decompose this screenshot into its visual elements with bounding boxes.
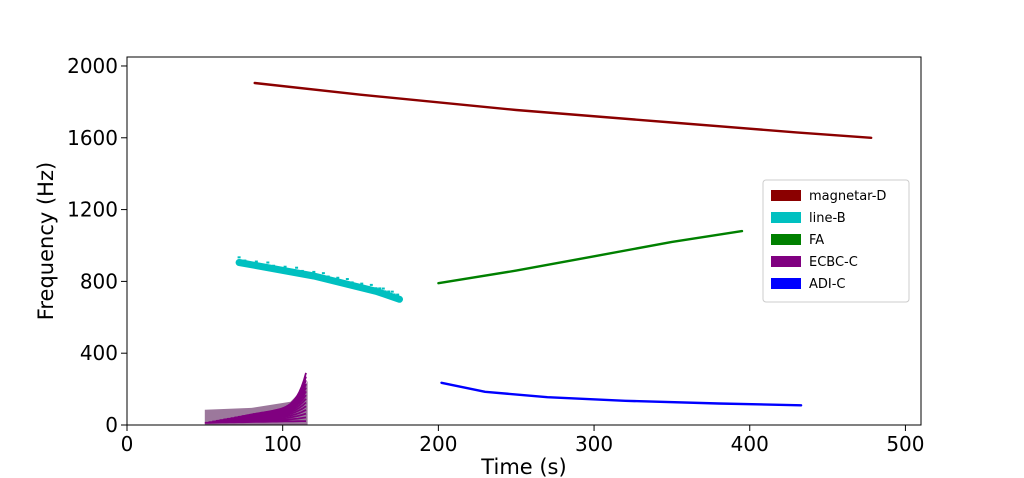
legend-label: ADI-C	[809, 277, 846, 292]
series-line-b-dot	[295, 266, 299, 269]
series-fa	[437, 229, 744, 285]
series-line-b	[235, 259, 403, 303]
y-tick-label: 1200	[67, 198, 118, 222]
legend-swatch	[771, 234, 801, 245]
series-line-b-dot	[277, 267, 281, 270]
series-line-b-dot	[379, 290, 383, 293]
x-axis-label: Time (s)	[480, 455, 566, 478]
legend: magnetar-D line-B FA ECBC-C ADI-C	[762, 179, 910, 303]
x-axis-ticks: 0 100 200 300 400 500	[121, 425, 925, 456]
series-line-b-dot	[392, 293, 396, 296]
x-tick-label: 0	[121, 432, 134, 456]
y-tick-label: 1600	[67, 126, 118, 150]
y-tick-label: 400	[80, 341, 118, 365]
series-line-b-speckle	[237, 256, 401, 299]
x-tick-label: 400	[731, 432, 769, 456]
series-line-b-dot	[243, 259, 247, 262]
series-line-b-dot	[312, 270, 316, 273]
series-line-b-dot	[396, 293, 400, 296]
plot-marks	[204, 81, 873, 425]
legend-swatch	[771, 212, 801, 223]
series-line-b-dot	[369, 283, 373, 286]
legend-swatch	[771, 190, 801, 201]
series-line-b-dot	[383, 290, 387, 293]
series-line-b-dot	[381, 287, 385, 290]
legend-label: line-B	[809, 211, 846, 226]
series-line-b-dot	[374, 287, 378, 290]
y-tick-label: 2000	[67, 54, 118, 78]
series-line-b-dot	[341, 280, 345, 283]
series-line-b-dot	[376, 290, 380, 293]
series-line-b-dot	[260, 263, 264, 266]
series-line-b-dot	[266, 261, 270, 264]
plot-frame	[126, 56, 922, 426]
series-line-b-dot	[317, 274, 321, 277]
series-line-b-dot	[326, 275, 330, 278]
series-line-b-dot	[237, 256, 241, 259]
series-line-b-dot	[345, 278, 349, 281]
legend-box	[762, 179, 910, 303]
series-line-b-dot	[249, 262, 253, 265]
series-line-b-dot	[394, 296, 398, 299]
x-tick-label: 200	[419, 432, 457, 456]
series-line-b-dot	[360, 282, 364, 285]
series-line-b-dot	[300, 269, 304, 272]
series-line-b-dot	[385, 293, 389, 296]
legend-label: FA	[809, 233, 824, 248]
series-line-b-dot	[355, 284, 359, 287]
series-line-b-dot	[283, 265, 287, 268]
x-tick-label: 500	[886, 432, 924, 456]
series-magnetar-d	[253, 81, 873, 139]
y-axis-ticks: 0 400 800 1200 1600 2000	[67, 54, 127, 437]
y-axis-label: Frequency (Hz)	[34, 162, 58, 320]
series-line-b-dot	[350, 281, 354, 284]
y-tick-label: 800	[80, 269, 118, 293]
legend-label: ECBC-C	[809, 255, 858, 270]
series-line-b-dot	[321, 272, 325, 275]
series-line-b-dot	[390, 290, 394, 293]
series-line-b-dot	[331, 278, 335, 281]
series-line-b-dot	[397, 296, 401, 299]
y-tick-label: 0	[105, 413, 118, 437]
legend-swatch	[771, 256, 801, 267]
series-line-b-dot	[289, 268, 293, 271]
x-tick-label: 100	[264, 432, 302, 456]
series-line-b-dot	[378, 287, 382, 290]
series-line-b-dot	[254, 260, 258, 263]
series-line-b-dot	[388, 293, 392, 296]
series-line-b-dot	[306, 273, 310, 276]
legend-swatch	[771, 278, 801, 289]
series-adi-c	[440, 381, 803, 407]
series-line-b-dot	[387, 290, 391, 293]
series-ecbc-c-harmonic	[252, 372, 307, 416]
x-tick-label: 300	[575, 432, 613, 456]
series-line-b-dot	[272, 264, 276, 267]
series-line-b-dot	[336, 276, 340, 279]
series-line-b-dot	[365, 286, 369, 289]
legend-label: magnetar-D	[809, 189, 886, 204]
series-ecbc-c	[204, 372, 308, 425]
